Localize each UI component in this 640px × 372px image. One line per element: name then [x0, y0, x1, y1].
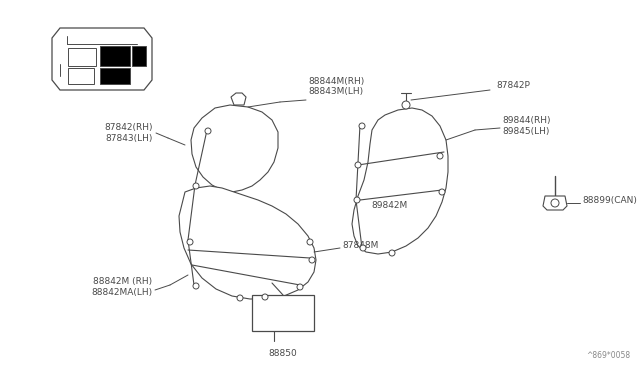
- Text: 88850: 88850: [269, 349, 298, 357]
- Text: 88899(CAN): 88899(CAN): [582, 196, 637, 205]
- Polygon shape: [231, 93, 246, 105]
- Circle shape: [439, 189, 445, 195]
- Text: 88842M (RH)
88842MA(LH): 88842M (RH) 88842MA(LH): [91, 277, 152, 297]
- Text: 87842(RH)
87843(LH): 87842(RH) 87843(LH): [104, 123, 153, 143]
- Circle shape: [187, 239, 193, 245]
- Bar: [68, 48, 96, 66]
- Text: 87848M: 87848M: [342, 241, 378, 250]
- Circle shape: [193, 283, 199, 289]
- Circle shape: [360, 245, 366, 251]
- Circle shape: [205, 128, 211, 134]
- Circle shape: [551, 199, 559, 207]
- Polygon shape: [191, 105, 278, 192]
- Text: 87842P: 87842P: [496, 81, 530, 90]
- Text: 88844M(RH)
88843M(LH): 88844M(RH) 88843M(LH): [308, 77, 364, 96]
- Circle shape: [237, 295, 243, 301]
- Bar: [252, 295, 314, 331]
- Circle shape: [355, 162, 361, 168]
- Polygon shape: [352, 108, 448, 254]
- Text: 89844(RH)
89845(LH): 89844(RH) 89845(LH): [502, 116, 550, 136]
- Circle shape: [437, 153, 443, 159]
- Bar: [100, 46, 130, 66]
- Bar: [132, 46, 146, 66]
- Bar: [68, 68, 94, 84]
- Circle shape: [262, 294, 268, 300]
- Circle shape: [193, 183, 199, 189]
- Polygon shape: [179, 186, 316, 299]
- Circle shape: [297, 284, 303, 290]
- Circle shape: [389, 250, 395, 256]
- Text: ^869*0058: ^869*0058: [586, 351, 630, 360]
- Circle shape: [309, 257, 315, 263]
- Circle shape: [402, 101, 410, 109]
- Circle shape: [354, 197, 360, 203]
- Polygon shape: [543, 196, 567, 210]
- Bar: [100, 68, 130, 84]
- Text: 89842M: 89842M: [372, 201, 408, 209]
- Circle shape: [359, 123, 365, 129]
- Circle shape: [307, 239, 313, 245]
